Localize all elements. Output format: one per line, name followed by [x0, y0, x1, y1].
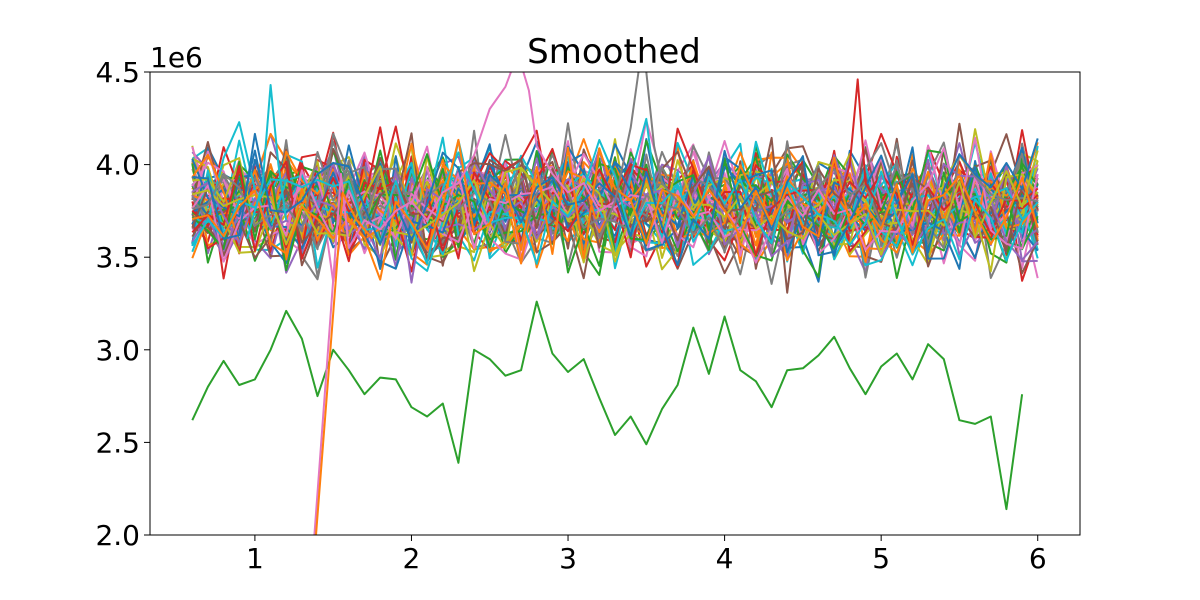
axes-frame: [149, 71, 1081, 536]
series-line: [246, 84, 288, 239]
series-line: [315, 191, 374, 535]
series-line: [313, 72, 616, 535]
series-line: [192, 150, 1039, 257]
series-line: [191, 139, 1039, 265]
x-tick-label: 6: [1029, 542, 1047, 575]
x-axis: 1 2 3 4 5 6: [246, 535, 1047, 575]
series-line: [192, 132, 1039, 267]
y-tick-label: 3.5: [95, 241, 140, 274]
y-tick-label: 2.5: [95, 426, 140, 459]
y-axis: 2.0 2.5 3.0 3.5 4.0 4.5: [95, 56, 150, 552]
x-tick-label: 4: [716, 542, 734, 575]
series-line: [598, 72, 679, 240]
series-line: [192, 138, 1039, 281]
series-line: [191, 300, 1024, 511]
series-line: [833, 78, 883, 221]
plot-area: [191, 72, 1039, 535]
series-line: [192, 151, 1038, 253]
y-tick-label: 4.0: [95, 149, 140, 182]
x-tick-label: 2: [403, 542, 421, 575]
y-tick-label: 2.0: [95, 519, 140, 552]
x-tick-label: 5: [872, 542, 890, 575]
y-tick-label: 4.5: [95, 56, 140, 89]
chart-title: Smoothed: [527, 32, 701, 72]
y-axis-offset-label: 1e6: [150, 41, 203, 74]
series-line: [192, 154, 1039, 273]
y-tick-label: 3.0: [95, 334, 140, 367]
x-tick-label: 3: [559, 542, 577, 575]
x-tick-label: 1: [246, 542, 264, 575]
